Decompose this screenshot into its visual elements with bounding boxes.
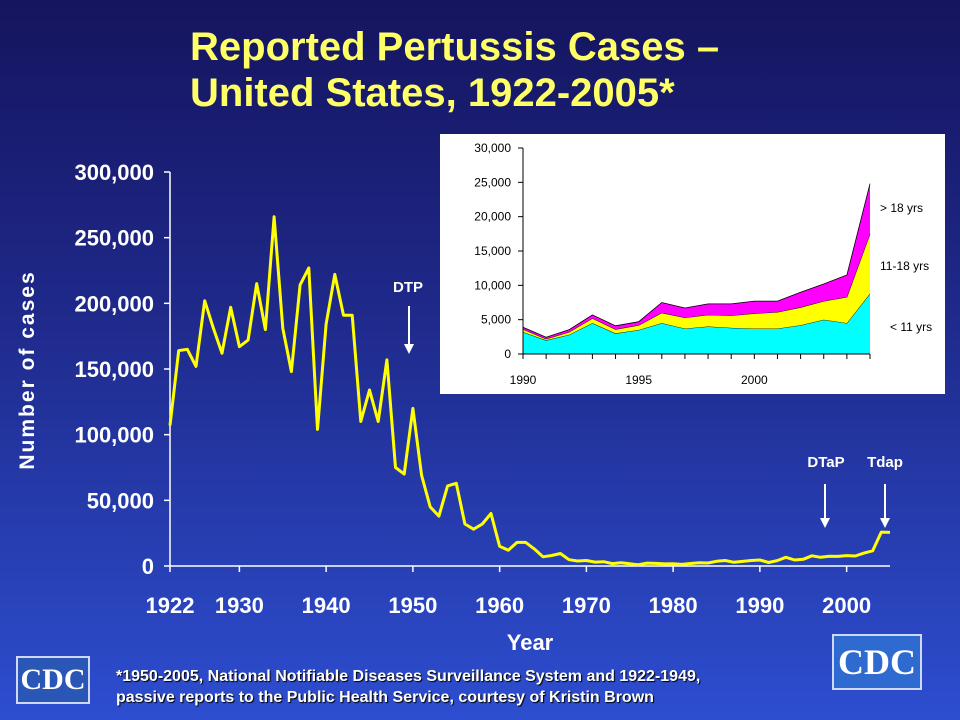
footnote: *1950-2005, National Notifiable Diseases… bbox=[116, 666, 856, 708]
footnote-line-1: *1950-2005, National Notifiable Diseases… bbox=[116, 668, 701, 685]
annotation-label: DTaP bbox=[807, 454, 844, 471]
inset-y-tick-label: 30,000 bbox=[474, 141, 511, 155]
main-y-tick-label: 100,000 bbox=[74, 423, 154, 448]
annotations: DTP DTaP Tdap bbox=[393, 279, 903, 528]
slide-title: Reported Pertussis Cases – United States… bbox=[190, 24, 830, 116]
inset-area-2 bbox=[523, 183, 870, 339]
title-line-1: Reported Pertussis Cases – bbox=[190, 25, 720, 69]
main-y-tick-label: 250,000 bbox=[74, 226, 154, 251]
main-x-tick-label: 1980 bbox=[649, 593, 698, 618]
inset-legend-label: < 11 yrs bbox=[890, 320, 932, 334]
title-line-2: United States, 1922-2005* bbox=[190, 71, 675, 115]
inset-y-tick-label: 0 bbox=[504, 347, 511, 361]
inset-legend: < 11 yrs 11-18 yrs > 18 yrs bbox=[880, 201, 932, 334]
main-y-tick-label: 150,000 bbox=[74, 357, 154, 382]
annotation-arrowhead bbox=[404, 344, 414, 354]
main-x-tick-label: 1922 bbox=[146, 593, 195, 618]
main-x-axis-label: Year bbox=[507, 630, 554, 655]
inset-y-ticks: 0 5,000 10,000 15,000 20,000 25,000 30,000 bbox=[474, 141, 523, 361]
annotation-arrowhead bbox=[820, 518, 830, 528]
main-x-tick-label: 1950 bbox=[388, 593, 437, 618]
footnote-line-2: passive reports to the Public Health Ser… bbox=[116, 689, 654, 706]
inset-legend-label: > 18 yrs bbox=[880, 201, 923, 215]
main-x-tick-label: 1930 bbox=[215, 593, 264, 618]
annotation-label: Tdap bbox=[867, 454, 903, 471]
inset-x-tick-label: 1990 bbox=[510, 373, 537, 387]
main-y-tick-label: 300,000 bbox=[74, 160, 154, 185]
main-chart: 0 50,000 100,000 150,000 200,000 250,000 300,0… bbox=[16, 160, 903, 655]
main-x-tick-label: 1970 bbox=[562, 593, 611, 618]
main-x-tick-label: 2000 bbox=[822, 593, 871, 618]
main-x-ticks: 1922 1930 1940 1950 1960 1970 1980 1990 2000 bbox=[146, 566, 871, 618]
main-y-tick-label: 50,000 bbox=[87, 488, 154, 513]
inset-y-tick-label: 15,000 bbox=[474, 244, 511, 258]
main-x-tick-label: 1940 bbox=[302, 593, 351, 618]
annotation-label: DTP bbox=[393, 279, 423, 296]
inset-x-ticks: 1990 1995 2000 bbox=[510, 354, 871, 387]
inset-area-1 bbox=[523, 233, 870, 341]
cdc-logo-right: CDC bbox=[832, 634, 922, 690]
inset-chart: 0 5,000 10,000 15,000 20,000 25,000 30,000 199… bbox=[440, 134, 945, 394]
main-y-ticks: 0 50,000 100,000 150,000 200,000 250,000 300,0… bbox=[74, 160, 170, 579]
inset-x-tick-label: 2000 bbox=[741, 373, 768, 387]
main-x-tick-label: 1990 bbox=[735, 593, 784, 618]
cdc-logo-left: CDC bbox=[16, 656, 90, 704]
inset-legend-label: 11-18 yrs bbox=[880, 259, 929, 273]
inset-x-tick-label: 1995 bbox=[625, 373, 652, 387]
main-y-tick-label: 0 bbox=[142, 554, 154, 579]
inset-areas bbox=[522, 183, 871, 354]
main-series-line bbox=[168, 215, 891, 567]
inset-y-tick-label: 20,000 bbox=[474, 210, 511, 224]
annotation-arrowhead bbox=[880, 518, 890, 528]
cdc-logo-left-text: CDC bbox=[20, 663, 86, 696]
inset-y-tick-label: 25,000 bbox=[474, 175, 511, 189]
inset-y-tick-label: 5,000 bbox=[481, 313, 511, 327]
main-y-axis-label: Number of cases bbox=[16, 270, 39, 469]
main-x-tick-label: 1960 bbox=[475, 593, 524, 618]
main-y-tick-label: 200,000 bbox=[74, 291, 154, 316]
inset-y-tick-label: 10,000 bbox=[474, 278, 511, 292]
inset-area-0 bbox=[523, 293, 870, 354]
cdc-logo-right-text: CDC bbox=[838, 642, 916, 682]
inset-area-edge-2 bbox=[522, 183, 871, 338]
